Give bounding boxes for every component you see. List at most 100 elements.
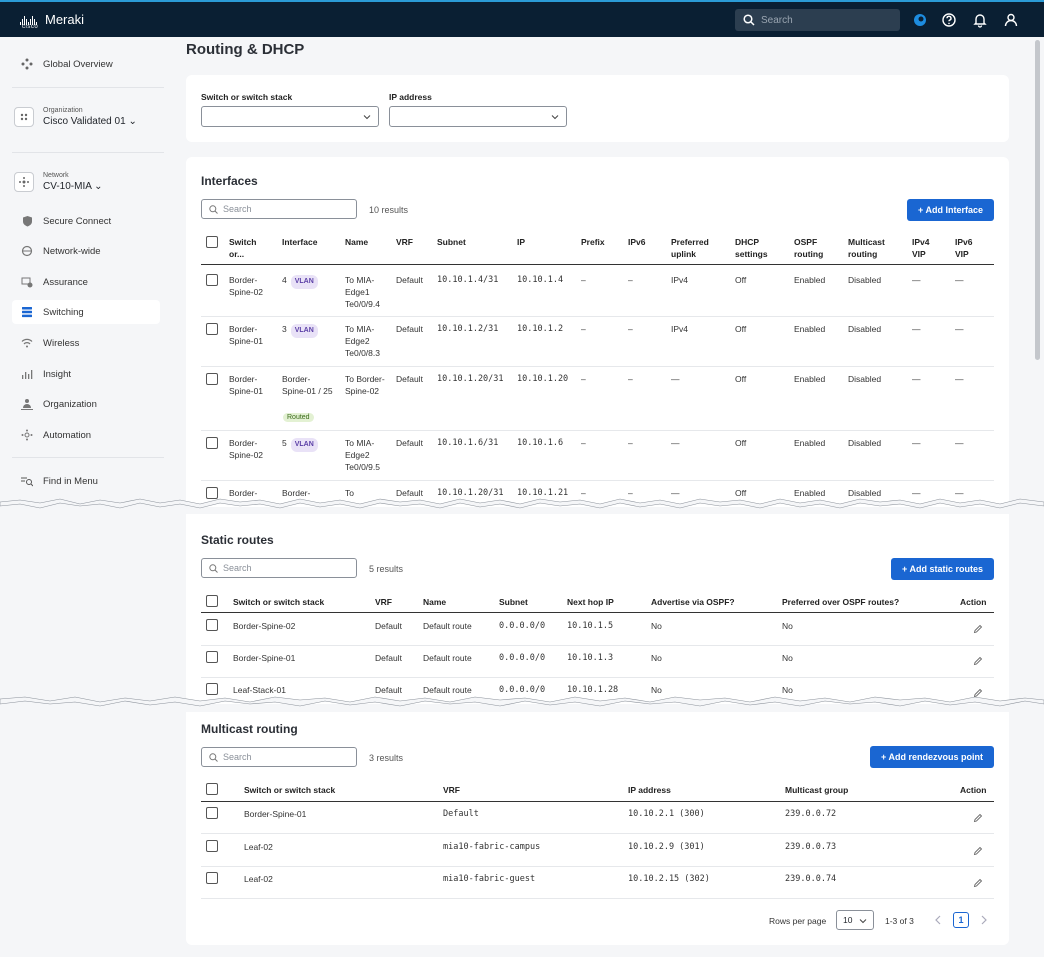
col-vrf[interactable]: VRF xyxy=(375,597,392,607)
col-dhcp-settings[interactable]: DHCP settings xyxy=(735,237,768,259)
col-prefix[interactable]: Prefix xyxy=(581,237,605,247)
col-ipv4-vip[interactable]: IPv4 VIP xyxy=(912,237,930,259)
cell-switch[interactable]: Border-Spine-01 xyxy=(244,809,307,819)
cell-switch[interactable]: Border-Spine-02 xyxy=(233,621,296,631)
meraki-logo[interactable]: cisco Meraki xyxy=(20,12,84,30)
pencil-icon[interactable] xyxy=(973,624,983,634)
ip-address-select[interactable] xyxy=(389,106,567,127)
cell-prefix: – xyxy=(581,324,586,334)
sidebar-item-global-overview[interactable]: Global Overview xyxy=(12,52,160,76)
add-static-routes-button[interactable]: + Add static routes xyxy=(891,558,994,580)
sidebar-item-assurance[interactable]: Assurance xyxy=(12,270,160,294)
webex-icon[interactable] xyxy=(912,12,928,28)
cell-switch[interactable]: Border-Spine-01 xyxy=(229,374,264,396)
cell-switch[interactable]: Leaf-02 xyxy=(244,874,273,884)
row-checkbox[interactable] xyxy=(206,373,218,385)
col-advertise-ospf[interactable]: Advertise via OSPF? xyxy=(651,597,735,607)
chevron-down-icon xyxy=(363,115,371,120)
user-icon[interactable] xyxy=(1003,12,1019,28)
pencil-icon[interactable] xyxy=(973,846,983,856)
row-checkbox[interactable] xyxy=(206,651,218,663)
sidebar-item-network-wide[interactable]: Network-wide xyxy=(12,239,160,263)
cell-switch[interactable]: Border-Spine-02 xyxy=(229,438,264,460)
sidebar-item-switching[interactable]: Switching xyxy=(12,300,160,324)
row-checkbox[interactable] xyxy=(206,619,218,631)
row-checkbox[interactable] xyxy=(206,323,218,335)
page-scrollbar[interactable] xyxy=(1035,40,1040,360)
search-icon xyxy=(209,563,218,573)
col-ospf-routing[interactable]: OSPF routing xyxy=(794,237,824,259)
col-preferred-ospf[interactable]: Preferred over OSPF routes? xyxy=(782,597,900,607)
network-selector[interactable]: Network CV-10-MIA ⌄ xyxy=(14,172,103,192)
sidebar-item-insight[interactable]: Insight xyxy=(12,362,160,386)
select-all-checkbox[interactable] xyxy=(206,236,218,248)
cell-switch[interactable]: Leaf-02 xyxy=(244,842,273,852)
page-number-button[interactable]: 1 xyxy=(953,912,969,928)
select-all-checkbox[interactable] xyxy=(206,783,218,795)
row-checkbox[interactable] xyxy=(206,683,218,695)
cell-subnet: 0.0.0.0/0 xyxy=(499,653,546,663)
col-name[interactable]: Name xyxy=(345,237,369,247)
sidebar-item-organization[interactable]: Organization xyxy=(12,392,160,416)
pencil-icon[interactable] xyxy=(973,688,983,698)
pencil-icon[interactable] xyxy=(973,813,983,823)
cell-ip: 10.10.1.4 xyxy=(517,275,564,285)
help-icon[interactable] xyxy=(941,12,957,28)
col-next-hop-ip[interactable]: Next hop IP xyxy=(567,597,614,607)
cell-switch[interactable]: Leaf-Stack-01 xyxy=(233,685,286,695)
col-subnet[interactable]: Subnet xyxy=(499,597,528,607)
cell-subnet: 10.10.1.2/31 xyxy=(437,324,499,334)
organization-selector[interactable]: Organization Cisco Validated 01 ⌄ xyxy=(14,107,137,127)
bell-icon[interactable] xyxy=(972,12,988,28)
sidebar-item-automation[interactable]: Automation xyxy=(12,423,160,447)
switch-icon xyxy=(20,305,34,319)
static-routes-search-input[interactable]: Search xyxy=(201,558,357,578)
sidebar-item-wireless[interactable]: Wireless xyxy=(12,331,160,355)
chevron-left-icon[interactable] xyxy=(934,915,942,925)
add-interface-button[interactable]: + Add Interface xyxy=(907,199,994,221)
col-ipv6[interactable]: IPv6 xyxy=(628,237,646,247)
multicast-search-input[interactable]: Search xyxy=(201,747,357,767)
row-checkbox[interactable] xyxy=(206,487,218,499)
col-preferred-uplink[interactable]: Preferred uplink xyxy=(671,237,709,259)
row-divider xyxy=(201,833,994,834)
row-checkbox[interactable] xyxy=(206,807,218,819)
pencil-icon[interactable] xyxy=(973,878,983,888)
divider xyxy=(12,152,164,153)
switch-select[interactable] xyxy=(201,106,379,127)
row-checkbox[interactable] xyxy=(206,274,218,286)
col-action[interactable]: Action xyxy=(960,597,987,607)
cell-vrf: Default xyxy=(375,685,402,695)
cell-switch[interactable]: Border-Spine-01 xyxy=(229,324,264,346)
col-switch-stack[interactable]: Switch or switch stack xyxy=(233,597,325,607)
cell-vrf: mia10-fabric-guest xyxy=(443,874,536,884)
col-vrf[interactable]: VRF xyxy=(396,237,413,247)
cell-switch[interactable]: Border- xyxy=(229,488,258,498)
col-switch[interactable]: Switch or... xyxy=(229,237,257,259)
select-all-checkbox[interactable] xyxy=(206,595,218,607)
col-ipv6-vip[interactable]: IPv6 VIP xyxy=(955,237,973,259)
col-vrf[interactable]: VRF xyxy=(443,785,460,795)
global-search-input[interactable]: Search xyxy=(735,9,900,31)
col-subnet[interactable]: Subnet xyxy=(437,237,466,247)
find-in-menu[interactable]: Find in Menu xyxy=(12,469,160,493)
col-ip-address[interactable]: IP address xyxy=(628,785,671,795)
col-switch-stack[interactable]: Switch or switch stack xyxy=(244,785,336,795)
interfaces-search-input[interactable]: Search xyxy=(201,199,357,219)
row-checkbox[interactable] xyxy=(206,872,218,884)
pencil-icon[interactable] xyxy=(973,656,983,666)
rows-per-page-select[interactable]: 10 xyxy=(836,910,874,930)
sidebar-item-secure-connect[interactable]: Secure Connect xyxy=(12,209,160,233)
col-action[interactable]: Action xyxy=(960,785,987,795)
add-rendezvous-point-button[interactable]: + Add rendezvous point xyxy=(870,746,994,768)
col-multicast-group[interactable]: Multicast group xyxy=(785,785,849,795)
row-checkbox[interactable] xyxy=(206,840,218,852)
cell-switch[interactable]: Border-Spine-01 xyxy=(233,653,296,663)
col-ip[interactable]: IP xyxy=(517,237,526,247)
col-interface[interactable]: Interface xyxy=(282,237,318,247)
col-multicast-routing[interactable]: Multicast routing xyxy=(848,237,885,259)
col-name[interactable]: Name xyxy=(423,597,447,607)
cell-switch[interactable]: Border-Spine-02 xyxy=(229,275,264,297)
row-checkbox[interactable] xyxy=(206,437,218,449)
chevron-right-icon[interactable] xyxy=(980,915,988,925)
